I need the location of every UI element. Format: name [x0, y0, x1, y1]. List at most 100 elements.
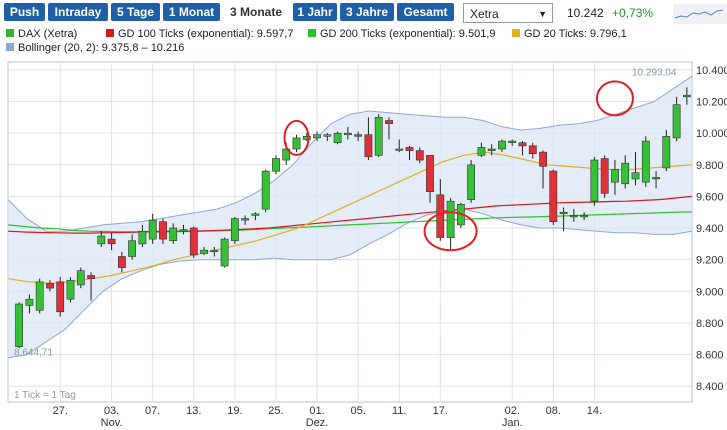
candle-up [220, 238, 229, 267]
tab-1-jahr[interactable]: 1 Jahr [293, 3, 337, 21]
candle-up [313, 134, 321, 139]
high-value-label: 10.293,04 [632, 67, 677, 78]
legend-item-gd100: GD 100 Ticks (exponential): 9.597,7 [106, 28, 293, 41]
candle-up [467, 164, 475, 200]
legend-swatch [106, 29, 114, 38]
tab-5-tage[interactable]: 5 Tage [111, 3, 160, 21]
candle-up [97, 235, 106, 245]
tick-note: 1 Tick = 1 Tag [14, 390, 76, 401]
price-change: +0,73% [612, 6, 654, 20]
candle-up [148, 219, 157, 240]
bollinger-lower-line [7, 208, 693, 359]
candle-down [354, 134, 362, 137]
chevron-down-icon: ▼ [538, 9, 547, 19]
bollinger-band [8, 76, 692, 358]
tab-intraday[interactable]: Intraday [48, 3, 108, 21]
tab-gesamt[interactable]: Gesamt [397, 3, 454, 21]
candle-up [333, 132, 342, 143]
x-tick-label: 19. [227, 405, 242, 417]
legend-swatch [308, 29, 316, 38]
candle-up [621, 162, 630, 185]
candle-down [385, 120, 393, 125]
candle-up [662, 136, 671, 169]
candle-up [343, 132, 352, 135]
candle-down [159, 221, 167, 240]
candle-down [528, 145, 537, 155]
start-value-label: 8.644,71 [14, 348, 53, 359]
x-tick-sublabel: Jan. [502, 417, 523, 429]
tab-3-jahre[interactable]: 3 Jahre [340, 3, 394, 21]
tab-push[interactable]: Push [4, 3, 45, 21]
candle-up [590, 159, 599, 202]
x-tick-sublabel: Nov. [101, 417, 123, 429]
bollinger-upper-line [7, 75, 693, 232]
candle-up [302, 136, 311, 140]
gd20-line [7, 151, 693, 285]
x-tick-label: 25. [268, 405, 283, 417]
candle-up [477, 147, 486, 156]
candle-down [46, 283, 54, 289]
candle-up [210, 249, 219, 252]
candle-up [35, 281, 44, 311]
exchange-select-value: Xetra [470, 7, 499, 21]
candle-up [66, 279, 75, 300]
x-tick-label: 01. [309, 405, 324, 417]
x-tick-label: 02. [505, 405, 520, 417]
candle-down [518, 142, 527, 147]
legend-item-bollinger: Bollinger (20, 2): 9.375,8 – 10.216 [6, 42, 184, 55]
y-tick-label: 9.000 [696, 286, 724, 298]
candle-up [395, 148, 404, 151]
candle-up [508, 140, 517, 143]
legend-label: DAX (Xetra) [18, 28, 78, 40]
candle-up [25, 298, 34, 306]
x-tick-label: 07. [145, 405, 160, 417]
legend-item-gd20: GD 20 Ticks: 9.796,1 [512, 28, 627, 41]
candle-up [682, 94, 691, 98]
x-tick-label: 17. [433, 405, 448, 417]
candle-up [261, 170, 270, 210]
candle-up [179, 229, 188, 232]
highlight-circle [283, 119, 310, 156]
candle-down [539, 151, 547, 167]
mini-sparkline-icon[interactable] [673, 4, 727, 24]
x-tick-sublabel: Dez. [306, 417, 329, 429]
candle-down [415, 150, 424, 161]
candle-up [559, 211, 568, 214]
y-tick-label: 10.000 [696, 128, 727, 140]
candle-up [251, 213, 260, 216]
x-tick-label: 14. [587, 405, 602, 417]
y-tick-label: 9.400 [696, 223, 724, 235]
candle-up [641, 140, 650, 183]
x-tick-label: 05. [350, 405, 365, 417]
highlight-circle [595, 80, 634, 117]
tab-1-monat[interactable]: 1 Monat [163, 3, 220, 21]
legend-swatch [6, 29, 14, 38]
tab-3-monate[interactable]: 3 Monate [229, 5, 282, 19]
candle-down [436, 194, 445, 238]
candle-down [118, 256, 126, 268]
candle-up [631, 172, 640, 180]
candle-up [128, 240, 136, 257]
exchange-select[interactable]: Xetra ▼ [463, 3, 553, 23]
last-price: 10.242 [567, 6, 604, 20]
candle-up [138, 230, 147, 245]
y-tick-label: 9.800 [696, 160, 724, 172]
legend-label: Bollinger (20, 2): 9.375,8 – 10.216 [18, 42, 185, 54]
y-tick-label: 9.600 [696, 191, 724, 203]
legend-label: GD 100 Ticks (exponential): 9.597,7 [118, 28, 294, 40]
candle-down [107, 238, 116, 245]
candlestick-chart[interactable]: 8.400 8.600 8.800 9.000 9.200 9.400 9.600 9.800… [0, 57, 727, 430]
candle-down [549, 170, 558, 222]
x-tick-label: 27. [53, 405, 68, 417]
legend-label: GD 200 Ticks (exponential): 9.501,9 [320, 28, 496, 40]
y-tick-label: 8.600 [696, 350, 724, 362]
gd100-line [7, 195, 693, 234]
y-tick-label: 8.800 [696, 318, 724, 330]
x-tick-label: 03. [104, 405, 119, 417]
candle-up [241, 218, 249, 221]
candle-down [405, 147, 414, 151]
legend-swatch [6, 43, 14, 52]
candle-up [231, 218, 239, 242]
candle-down [426, 155, 434, 193]
candle-up [292, 137, 301, 150]
